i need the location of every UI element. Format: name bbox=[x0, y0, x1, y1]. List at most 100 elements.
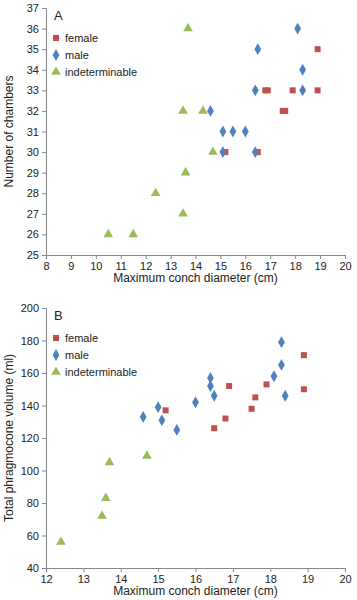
x-tick-label: 13 bbox=[165, 260, 177, 272]
x-tick-label: 14 bbox=[115, 573, 127, 585]
y-tick-mark bbox=[42, 70, 46, 71]
x-tick: 12 bbox=[140, 255, 152, 272]
y-tick-label: 120 bbox=[21, 432, 39, 444]
y-tick-mark bbox=[42, 152, 46, 153]
y-tick: 200 bbox=[21, 302, 46, 314]
x-tick-mark bbox=[270, 255, 271, 259]
x-tick: 20 bbox=[339, 255, 351, 272]
y-tick-label: 40 bbox=[27, 562, 39, 574]
x-tick-mark bbox=[71, 255, 72, 259]
y-tick-mark bbox=[42, 536, 46, 537]
x-tick-label: 18 bbox=[290, 260, 302, 272]
x-tick-label: 11 bbox=[116, 260, 127, 272]
y-tick: 100 bbox=[21, 465, 46, 477]
point bbox=[163, 407, 169, 413]
y-tick-mark bbox=[42, 8, 46, 9]
x-tick-label: 16 bbox=[190, 573, 202, 585]
legend-label: female bbox=[65, 332, 98, 344]
y-tick: 80 bbox=[27, 497, 46, 509]
x-tick-label: 16 bbox=[240, 260, 252, 272]
y-axis: 25262728293031323334353637 bbox=[27, 2, 47, 261]
y-tick-label: 34 bbox=[27, 64, 39, 76]
legend-marker bbox=[53, 335, 59, 341]
x-tick: 11 bbox=[116, 255, 127, 272]
y-tick-mark bbox=[42, 29, 46, 30]
x-tick-mark bbox=[320, 255, 321, 259]
x-tick-mark bbox=[121, 255, 122, 259]
point bbox=[278, 359, 285, 371]
point bbox=[264, 381, 270, 387]
point bbox=[105, 457, 115, 465]
x-tick: 19 bbox=[314, 255, 326, 272]
point bbox=[207, 105, 214, 117]
x-tick-label: 19 bbox=[302, 573, 314, 585]
point bbox=[249, 406, 255, 412]
y-tick-label: 36 bbox=[27, 23, 39, 35]
y-tick-mark bbox=[42, 173, 46, 174]
legend-marker bbox=[53, 35, 59, 41]
y-tick-label: 60 bbox=[27, 530, 39, 542]
legend-marker bbox=[53, 49, 60, 61]
y-tick-mark bbox=[42, 255, 46, 256]
y-tick: 160 bbox=[21, 367, 46, 379]
x-tick-label: 17 bbox=[265, 260, 277, 272]
y-tick-label: 28 bbox=[27, 187, 39, 199]
x-tick-label: 8 bbox=[43, 260, 49, 272]
points bbox=[103, 23, 320, 237]
y-tick-mark bbox=[42, 234, 46, 235]
y-tick-mark bbox=[42, 308, 46, 309]
x-tick-label: 17 bbox=[227, 573, 239, 585]
point bbox=[56, 536, 66, 544]
x-tick-label: 19 bbox=[314, 260, 326, 272]
x-tick-mark bbox=[146, 255, 147, 259]
y-tick: 26 bbox=[27, 228, 46, 240]
point bbox=[282, 390, 289, 402]
y-tick: 30 bbox=[27, 146, 46, 158]
x-tick-label: 12 bbox=[140, 260, 152, 272]
y-tick-mark bbox=[42, 406, 46, 407]
y-tick-mark bbox=[42, 132, 46, 133]
legend-label: female bbox=[65, 32, 98, 44]
x-tick: 15 bbox=[215, 255, 227, 272]
x-axis-line bbox=[47, 569, 346, 573]
y-tick-mark bbox=[42, 568, 46, 569]
point bbox=[142, 450, 152, 458]
point bbox=[299, 64, 306, 76]
y-tick-label: 26 bbox=[27, 228, 39, 240]
y-tick-mark bbox=[42, 373, 46, 374]
point bbox=[220, 126, 227, 138]
y-tick: 35 bbox=[27, 43, 46, 55]
point bbox=[103, 229, 113, 237]
x-tick: 17 bbox=[227, 568, 239, 585]
point bbox=[315, 46, 321, 52]
x-tick: 19 bbox=[302, 568, 314, 585]
x-tick-mark bbox=[345, 255, 346, 259]
x-tick: 20 bbox=[339, 568, 351, 585]
y-tick-label: 35 bbox=[27, 43, 39, 55]
y-tick-label: 32 bbox=[27, 105, 39, 117]
x-tick-label: 9 bbox=[68, 260, 74, 272]
y-tick-mark bbox=[42, 503, 46, 504]
x-axis: 891011121314151617181920 bbox=[43, 255, 351, 272]
point bbox=[183, 23, 193, 31]
point bbox=[198, 105, 208, 113]
point bbox=[158, 414, 165, 426]
x-tick-mark bbox=[220, 255, 221, 259]
y-axis-title: Total phragmocone volume (ml) bbox=[2, 354, 16, 522]
panel-title: A bbox=[54, 8, 63, 23]
y-tick-mark bbox=[42, 471, 46, 472]
y-tick: 36 bbox=[27, 23, 46, 35]
points bbox=[56, 336, 307, 545]
y-tick-label: 31 bbox=[27, 126, 39, 138]
y-tick-label: 33 bbox=[27, 84, 39, 96]
point bbox=[252, 394, 258, 400]
x-tick-label: 14 bbox=[190, 260, 202, 272]
point bbox=[222, 416, 228, 422]
point bbox=[226, 383, 232, 389]
x-tick-label: 15 bbox=[153, 573, 165, 585]
point bbox=[207, 380, 214, 392]
y-tick-label: 180 bbox=[21, 335, 39, 347]
y-tick: 31 bbox=[27, 126, 46, 138]
point bbox=[282, 108, 288, 114]
x-tick: 17 bbox=[265, 255, 277, 272]
